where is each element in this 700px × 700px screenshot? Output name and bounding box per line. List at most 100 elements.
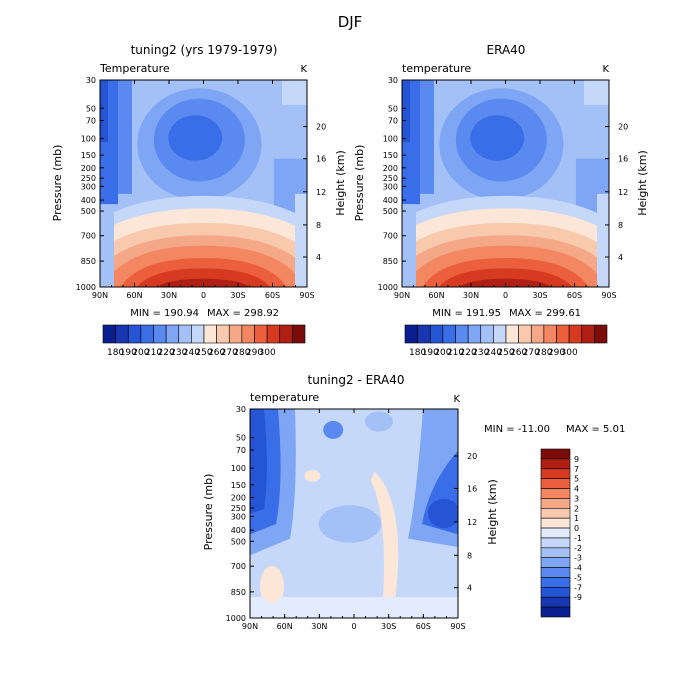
height-tick-label: 8 — [467, 551, 472, 560]
panel-title: tuning2 (yrs 1979-1979) — [131, 43, 278, 57]
colorbar-swatch — [228, 324, 243, 344]
contour-ellipse — [364, 411, 393, 432]
x-tick-label: 90N — [242, 622, 258, 631]
colorbar-label: 190 — [422, 348, 439, 358]
colorbar-swatch — [153, 324, 167, 344]
colorbar-swatch — [540, 537, 571, 549]
x-tick-label: 60N — [428, 291, 444, 300]
colorbar-label: 1 — [574, 514, 579, 523]
colorbar-swatch — [417, 324, 431, 344]
colorbar-label: 220 — [158, 348, 175, 358]
y-tick-label: 250 — [383, 174, 398, 183]
colorbar-swatch — [429, 324, 444, 344]
y-axis-title: Pressure (mb) — [353, 145, 366, 222]
colorbar-label: 200 — [434, 348, 451, 358]
colorbar-swatch — [540, 587, 571, 598]
colorbar-label: 240 — [485, 348, 502, 358]
colorbar-label: 300 — [259, 348, 276, 358]
y-tick-label: 400 — [231, 526, 246, 535]
colorbar-label: 250 — [497, 348, 514, 358]
colorbar-label: 280 — [233, 348, 250, 358]
contour-band — [597, 193, 609, 287]
colorbar-swatch — [102, 324, 116, 344]
x-tick-label: 30S — [230, 291, 245, 300]
contour-ellipse — [323, 420, 344, 439]
max-readout: MAX = 299.61 — [509, 308, 581, 319]
colorbar-swatch — [568, 324, 583, 344]
colorbar-label: 210 — [447, 348, 464, 358]
colorbar-swatch — [404, 324, 418, 344]
contour-band — [118, 80, 132, 194]
y-tick-label: 200 — [81, 164, 96, 173]
y-tick-label: 250 — [81, 174, 96, 183]
y-tick-label: 400 — [383, 196, 398, 205]
y-tick-label: 30 — [236, 405, 246, 414]
colorbar-swatch — [115, 324, 129, 344]
colorbar-swatch — [540, 557, 571, 568]
units-label: K — [453, 394, 460, 405]
colorbar-swatch — [581, 324, 595, 344]
colorbar-label: -2 — [574, 544, 582, 553]
contour-region — [250, 409, 267, 514]
colorbar-swatch — [540, 567, 571, 578]
field — [402, 80, 609, 287]
contour-band — [402, 204, 416, 287]
colorbar-swatch — [241, 324, 255, 344]
figure-title: DJF — [338, 13, 363, 31]
colorbar-swatch — [540, 606, 571, 618]
contour-region — [458, 278, 553, 287]
height-tick-label: 20 — [618, 123, 628, 132]
colorbar-swatch — [543, 324, 557, 344]
contour-ellipse — [304, 469, 321, 482]
colorbar-label: 200 — [132, 348, 149, 358]
height-tick-label: 20 — [316, 123, 326, 132]
colorbar-swatch — [266, 324, 281, 344]
colorbar-swatch — [140, 324, 154, 344]
y-tick-label: 400 — [81, 196, 96, 205]
height-tick-label: 4 — [618, 253, 623, 262]
panel-difference: tuning2 - ERA40 temperature K 90N 60N 30N 0… — [202, 373, 625, 631]
x-tick-label: 60N — [277, 622, 293, 631]
contour-band — [402, 80, 410, 143]
units-label: K — [602, 64, 609, 75]
x-tick-label: 0 — [201, 291, 206, 300]
contour-ellipse — [428, 498, 458, 529]
colorbar-label: -4 — [574, 564, 582, 573]
y-tick-label: 300 — [231, 512, 246, 521]
colorbar-swatch — [540, 577, 571, 588]
colorbar-label: 210 — [145, 348, 162, 358]
height-tick-label: 20 — [467, 452, 477, 461]
colorbar-swatch — [540, 478, 571, 489]
colorbar-label: 300 — [561, 348, 578, 358]
contour-ellipse — [318, 505, 382, 543]
contour-band — [282, 80, 307, 105]
y-tick-label: 850 — [231, 588, 246, 597]
height-tick-label: 8 — [316, 221, 321, 230]
height-tick-label: 12 — [467, 518, 477, 527]
y-tick-label: 700 — [231, 562, 246, 571]
colorbar-label: 280 — [535, 348, 552, 358]
y-tick-label: 200 — [383, 164, 398, 173]
height-tick-label: 8 — [618, 221, 623, 230]
colorbar-swatch — [518, 324, 532, 344]
colorbar-label: 7 — [574, 465, 579, 474]
colorbar-swatch — [216, 324, 230, 344]
contour-band — [584, 80, 609, 105]
colorbar-label: 290 — [548, 348, 565, 358]
min-readout: MIN = -11.00 — [484, 424, 550, 435]
x-tick-label: 0 — [503, 291, 508, 300]
x-tick-label: 30S — [381, 622, 396, 631]
y-tick-label: 700 — [383, 232, 398, 241]
contour-ellipse — [168, 115, 223, 161]
contour-band — [250, 597, 458, 618]
max-readout: MAX = 5.01 — [566, 424, 625, 435]
colorbar-swatch — [540, 527, 571, 539]
colorbar-label: 220 — [460, 348, 477, 358]
y-axis-right-title: Height (km) — [334, 150, 347, 216]
x-tick-label: 90S — [299, 291, 314, 300]
colorbar-swatch — [178, 324, 192, 344]
y-tick-label: 150 — [81, 151, 96, 160]
field — [250, 409, 458, 618]
colorbar-label: 240 — [183, 348, 200, 358]
